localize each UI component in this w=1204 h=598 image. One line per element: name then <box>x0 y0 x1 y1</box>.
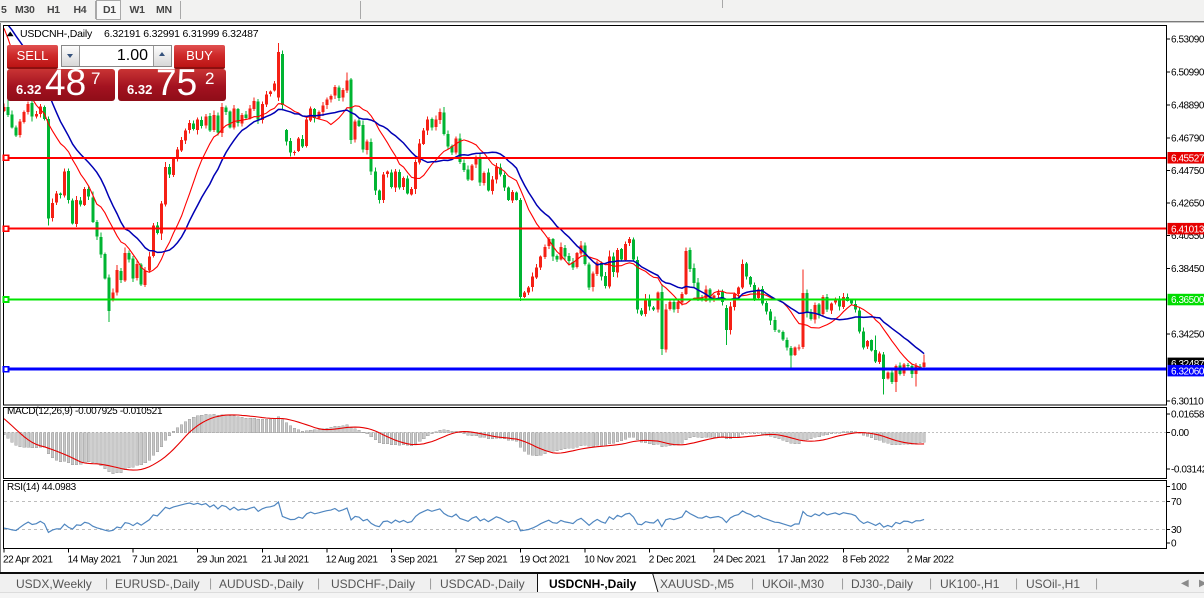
svg-text:0.00: 0.00 <box>1171 428 1190 439</box>
svg-text:8 Feb 2022: 8 Feb 2022 <box>842 555 889 566</box>
svg-text:2 Dec 2021: 2 Dec 2021 <box>649 555 697 566</box>
svg-text:6.32060: 6.32060 <box>1171 366 1204 377</box>
svg-text:22 Apr 2021: 22 Apr 2021 <box>3 555 53 566</box>
svg-text:6.36500: 6.36500 <box>1171 295 1204 306</box>
svg-text:6.45527: 6.45527 <box>1171 154 1204 165</box>
svg-text:2 Mar 2022: 2 Mar 2022 <box>907 555 954 566</box>
svg-text:6.30110: 6.30110 <box>1171 397 1204 408</box>
svg-text:0: 0 <box>1171 539 1177 550</box>
svg-text:6.41013: 6.41013 <box>1171 224 1204 235</box>
svg-text:100: 100 <box>1171 482 1187 493</box>
svg-text:6.48890: 6.48890 <box>1171 101 1204 112</box>
svg-text:17 Jan 2022: 17 Jan 2022 <box>778 555 829 566</box>
svg-text:6.53090: 6.53090 <box>1171 35 1204 46</box>
svg-text:19 Oct 2021: 19 Oct 2021 <box>520 555 571 566</box>
svg-text:10 Nov 2021: 10 Nov 2021 <box>584 555 637 566</box>
svg-text:-0.03142: -0.03142 <box>1171 465 1204 476</box>
svg-text:70: 70 <box>1171 497 1182 508</box>
svg-text:MACD(12,26,9) -0.007925 -0.010: MACD(12,26,9) -0.007925 -0.010521 <box>7 406 163 417</box>
svg-text:6.42650: 6.42650 <box>1171 199 1204 210</box>
svg-text:12 Aug 2021: 12 Aug 2021 <box>326 555 379 566</box>
svg-text:USDCNH-,Daily: USDCNH-,Daily <box>20 28 93 40</box>
svg-text:6.44750: 6.44750 <box>1171 166 1204 177</box>
svg-text:29 Jun 2021: 29 Jun 2021 <box>197 555 248 566</box>
svg-text:21 Jul 2021: 21 Jul 2021 <box>261 555 309 566</box>
svg-text:6.32191 6.32991 6.31999 6.3248: 6.32191 6.32991 6.31999 6.32487 <box>104 28 259 40</box>
svg-text:24 Dec 2021: 24 Dec 2021 <box>713 555 766 566</box>
svg-text:6.38450: 6.38450 <box>1171 264 1204 275</box>
svg-text:6.34250: 6.34250 <box>1171 330 1204 341</box>
svg-text:6.50990: 6.50990 <box>1171 68 1204 79</box>
svg-text:7 Jun 2021: 7 Jun 2021 <box>132 555 178 566</box>
svg-text:27 Sep 2021: 27 Sep 2021 <box>455 555 508 566</box>
svg-text:30: 30 <box>1171 525 1182 536</box>
svg-text:6.46790: 6.46790 <box>1171 134 1204 145</box>
svg-text:0.01658: 0.01658 <box>1171 410 1204 421</box>
svg-text:RSI(14) 44.0983: RSI(14) 44.0983 <box>7 482 77 493</box>
svg-text:14 May 2021: 14 May 2021 <box>68 555 122 566</box>
svg-text:3 Sep 2021: 3 Sep 2021 <box>390 555 438 566</box>
